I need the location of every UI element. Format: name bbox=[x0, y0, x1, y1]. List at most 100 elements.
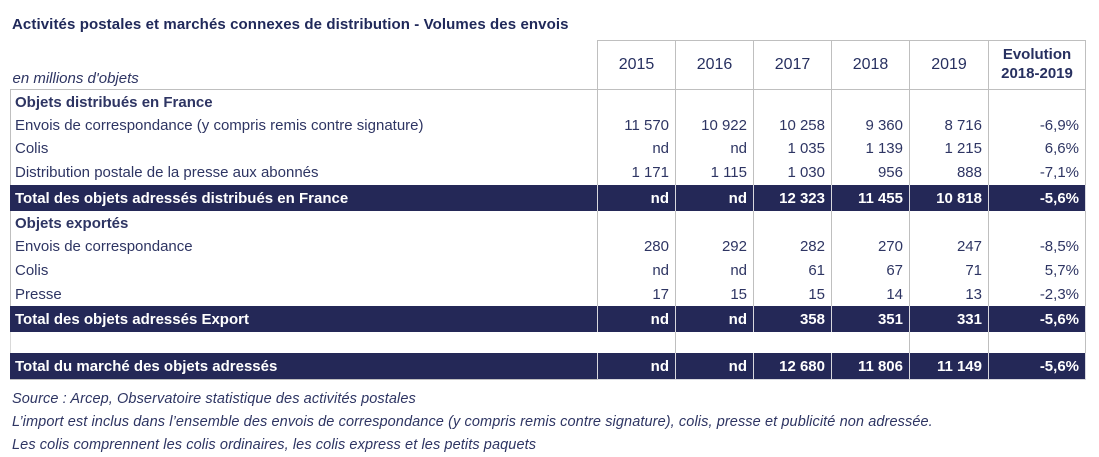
total-row-france: Total des objets adressés distribués en … bbox=[10, 185, 1086, 211]
row-label: Envois de correspondance bbox=[10, 235, 598, 258]
value-cell bbox=[831, 89, 910, 114]
total-row-market: Total du marché des objets adressés nd n… bbox=[10, 353, 1086, 380]
value-cell bbox=[753, 89, 832, 114]
evolution-cell: -5,6% bbox=[988, 306, 1086, 332]
evolution-cell: 6,6% bbox=[988, 137, 1086, 160]
evolution-cell: -5,6% bbox=[988, 185, 1086, 211]
value-cell: nd bbox=[597, 306, 676, 332]
spacer-cell bbox=[10, 332, 598, 353]
value-cell: 331 bbox=[909, 306, 989, 332]
spacer-cell bbox=[832, 332, 910, 353]
value-cell: nd bbox=[675, 137, 754, 160]
evolution-header-line2: 2018-2019 bbox=[1001, 65, 1073, 82]
table-row: Distribution postale de la presse aux ab… bbox=[10, 160, 1086, 185]
value-cell: 282 bbox=[753, 235, 832, 258]
value-cell: 280 bbox=[597, 235, 676, 258]
value-cell: nd bbox=[597, 258, 676, 283]
value-cell: 10 258 bbox=[753, 114, 832, 137]
value-cell: 247 bbox=[909, 235, 989, 258]
year-header-2017: 2017 bbox=[753, 40, 832, 90]
value-cell: 292 bbox=[675, 235, 754, 258]
evolution-cell: -8,5% bbox=[988, 235, 1086, 258]
units-label: en millions d'objets bbox=[12, 70, 139, 87]
value-cell: 12 323 bbox=[753, 185, 832, 211]
total-row-export: Total des objets adressés Export nd nd 3… bbox=[10, 306, 1086, 332]
row-label: Colis bbox=[10, 137, 598, 160]
value-cell: 12 680 bbox=[753, 353, 832, 380]
value-cell: 11 806 bbox=[831, 353, 910, 380]
value-cell: nd bbox=[675, 353, 754, 380]
section-row: Objets distribués en France bbox=[10, 89, 1086, 114]
value-cell: 67 bbox=[831, 258, 910, 283]
row-label: Envois de correspondance (y compris remi… bbox=[10, 114, 598, 137]
value-cell: 61 bbox=[753, 258, 832, 283]
value-cell: 888 bbox=[909, 160, 989, 185]
value-cell: 1 030 bbox=[753, 160, 832, 185]
value-cell: 10 818 bbox=[909, 185, 989, 211]
year-header-2015: 2015 bbox=[597, 40, 676, 90]
value-cell: nd bbox=[597, 353, 676, 380]
footnote-source: Source : Arcep, Observatoire statistique… bbox=[12, 391, 416, 407]
table-header-row: en millions d'objets 2015 2016 2017 2018… bbox=[11, 40, 1086, 90]
spacer-row bbox=[10, 332, 1086, 353]
value-cell bbox=[753, 211, 832, 235]
volumes-table: en millions d'objets 2015 2016 2017 2018… bbox=[10, 40, 1086, 380]
value-cell bbox=[597, 211, 676, 235]
value-cell: 14 bbox=[831, 283, 910, 306]
table-row: Presse 17 15 15 14 13 -2,3% bbox=[10, 283, 1086, 306]
value-cell: nd bbox=[675, 258, 754, 283]
value-cell: 15 bbox=[753, 283, 832, 306]
value-cell: 351 bbox=[831, 306, 910, 332]
value-cell: 10 922 bbox=[675, 114, 754, 137]
value-cell: 1 171 bbox=[597, 160, 676, 185]
value-cell: 71 bbox=[909, 258, 989, 283]
section-row: Objets exportés bbox=[10, 211, 1086, 235]
spacer-cell bbox=[909, 332, 989, 353]
row-label: Total du marché des objets adressés bbox=[10, 353, 598, 380]
page-title: Activités postales et marchés connexes d… bbox=[12, 16, 569, 33]
row-label: Distribution postale de la presse aux ab… bbox=[10, 160, 598, 185]
value-cell: 11 149 bbox=[909, 353, 989, 380]
value-cell bbox=[988, 89, 1086, 114]
value-cell: nd bbox=[675, 185, 754, 211]
evolution-header: Evolution 2018-2019 bbox=[988, 40, 1086, 90]
value-cell bbox=[831, 211, 910, 235]
value-cell: 8 716 bbox=[909, 114, 989, 137]
evolution-cell: 5,7% bbox=[988, 258, 1086, 283]
row-label: Objets distribués en France bbox=[10, 89, 598, 114]
volumes-table-wrap: en millions d'objets 2015 2016 2017 2018… bbox=[10, 40, 1086, 380]
value-cell bbox=[675, 89, 754, 114]
row-label: Presse bbox=[10, 283, 598, 306]
year-header-2018: 2018 bbox=[831, 40, 910, 90]
row-label: Total des objets adressés distribués en … bbox=[10, 185, 598, 211]
value-cell: nd bbox=[597, 137, 676, 160]
table-row: Colis nd nd 1 035 1 139 1 215 6,6% bbox=[10, 137, 1086, 160]
table-row: Colis nd nd 61 67 71 5,7% bbox=[10, 258, 1086, 283]
value-cell: 13 bbox=[909, 283, 989, 306]
value-cell bbox=[597, 89, 676, 114]
row-label: Colis bbox=[10, 258, 598, 283]
footnote-import: L’import est inclus dans l’ensemble des … bbox=[12, 414, 933, 430]
units-cell: en millions d'objets bbox=[11, 41, 598, 90]
value-cell: 15 bbox=[675, 283, 754, 306]
value-cell: 1 035 bbox=[753, 137, 832, 160]
spacer-cell bbox=[754, 332, 832, 353]
spacer-cell bbox=[675, 332, 754, 353]
evolution-header-line1: Evolution bbox=[1002, 46, 1072, 64]
value-cell bbox=[988, 211, 1086, 235]
value-cell: 11 570 bbox=[597, 114, 676, 137]
value-cell: 1 215 bbox=[909, 137, 989, 160]
spacer-cell bbox=[598, 332, 676, 353]
value-cell: nd bbox=[675, 306, 754, 332]
spacer-cell bbox=[988, 332, 1086, 353]
value-cell: 17 bbox=[597, 283, 676, 306]
evolution-cell: -5,6% bbox=[988, 353, 1086, 380]
footnote-colis: Les colis comprennent les colis ordinair… bbox=[12, 437, 537, 453]
value-cell: 11 455 bbox=[831, 185, 910, 211]
evolution-cell: -2,3% bbox=[988, 283, 1086, 306]
value-cell bbox=[909, 89, 989, 114]
value-cell: 358 bbox=[753, 306, 832, 332]
evolution-cell: -6,9% bbox=[988, 114, 1086, 137]
evolution-cell: -7,1% bbox=[988, 160, 1086, 185]
